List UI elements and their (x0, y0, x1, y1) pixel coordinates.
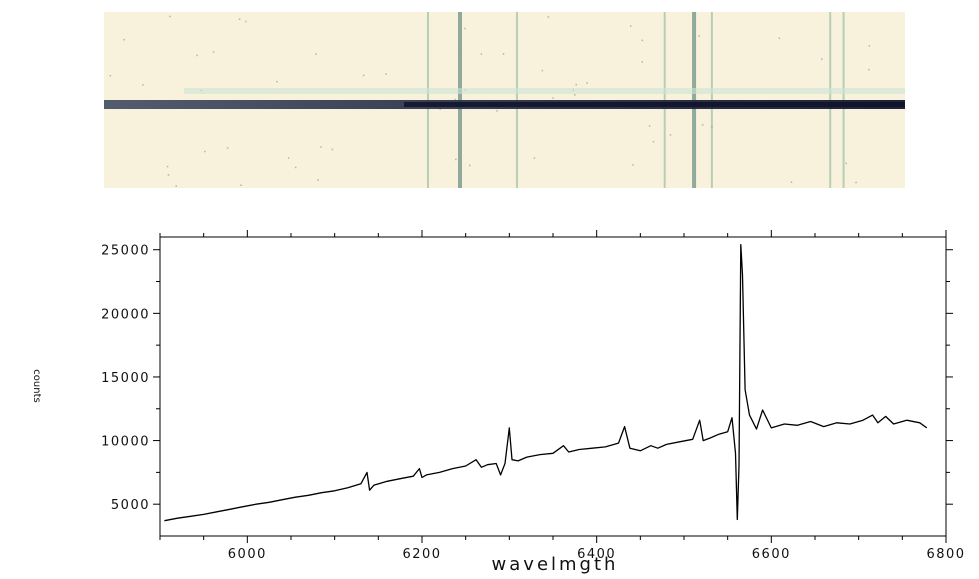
x-tick-label: 6800 (926, 547, 965, 562)
noise-speck (226, 147, 229, 149)
y-tick-label: 5000 (111, 498, 150, 513)
y-tick-label: 10000 (101, 435, 150, 450)
series-layer (164, 243, 928, 522)
spectrum-noise (109, 15, 871, 187)
spectrum-faint-band (184, 88, 905, 94)
noise-speck (331, 148, 334, 151)
noise-speck (821, 58, 823, 60)
noise-speck (196, 54, 198, 57)
noise-speck (855, 181, 857, 184)
noise-speck (868, 45, 871, 47)
noise-speck (480, 53, 483, 55)
series-line-0 (164, 243, 928, 522)
noise-speck (166, 165, 169, 168)
noise-speck (790, 181, 793, 183)
y-tick-label: 20000 (101, 307, 150, 322)
x-tick-label: 6600 (752, 547, 791, 562)
noise-speck (109, 75, 112, 77)
y-tick-label: 25000 (101, 244, 150, 259)
noise-speck (294, 166, 297, 169)
x-tick-label: 6400 (577, 547, 616, 562)
noise-speck (778, 37, 781, 39)
noise-speck (238, 18, 241, 20)
y-axis-ticks (153, 249, 953, 505)
x-axis-title: wavelmgth (492, 554, 619, 575)
x-axis-tick-labels: 6000 6200 6400 6600 6800 (228, 547, 965, 562)
noise-speck (845, 162, 847, 165)
x-tick-label: 6200 (402, 547, 441, 562)
noise-speck (287, 157, 290, 159)
noise-speck (574, 94, 576, 96)
noise-speck (496, 110, 498, 112)
noise-speck (632, 164, 634, 166)
noise-speck (169, 15, 171, 18)
noise-speck (575, 83, 577, 86)
noise-speck (469, 164, 471, 167)
noise-speck (317, 179, 319, 181)
noise-speck (630, 25, 632, 27)
y-axis-title: counts (31, 369, 42, 402)
spectrum-image (104, 12, 905, 188)
noise-speck (586, 82, 588, 84)
x-tick-label: 6000 (228, 547, 267, 562)
x-axis-ticks (159, 230, 947, 543)
noise-speck (315, 53, 317, 55)
noise-speck (552, 97, 554, 99)
noise-speck (212, 51, 215, 53)
noise-speck (439, 108, 441, 110)
noise-speck (669, 134, 672, 136)
noise-speck (362, 74, 365, 77)
noise-speck (454, 98, 457, 101)
noise-speck (167, 174, 170, 176)
noise-speck (652, 141, 655, 143)
y-tick-label: 15000 (101, 371, 150, 386)
spectrum-trace-core (404, 102, 905, 107)
noise-speck (648, 125, 651, 127)
noise-speck (502, 53, 505, 55)
spectrum-image-svg (104, 12, 905, 188)
noise-speck (276, 80, 278, 83)
noise-speck (533, 157, 536, 159)
noise-speck (547, 16, 550, 18)
noise-speck (641, 39, 644, 42)
noise-speck (175, 185, 177, 187)
y-axis-tick-labels: 5000 10000 15000 20000 25000 (101, 244, 150, 513)
noise-speck (204, 150, 206, 153)
plot-frame (159, 236, 947, 537)
noise-speck (320, 146, 322, 148)
noise-speck (123, 39, 125, 41)
noise-speck (245, 20, 247, 23)
noise-speck (455, 158, 457, 161)
noise-speck (464, 27, 466, 30)
noise-speck (541, 69, 544, 72)
noise-speck (385, 73, 387, 75)
noise-speck (641, 61, 643, 63)
noise-speck (240, 184, 242, 186)
noise-speck (701, 124, 704, 126)
noise-speck (142, 84, 144, 86)
noise-speck (698, 35, 700, 37)
noise-speck (868, 68, 870, 71)
